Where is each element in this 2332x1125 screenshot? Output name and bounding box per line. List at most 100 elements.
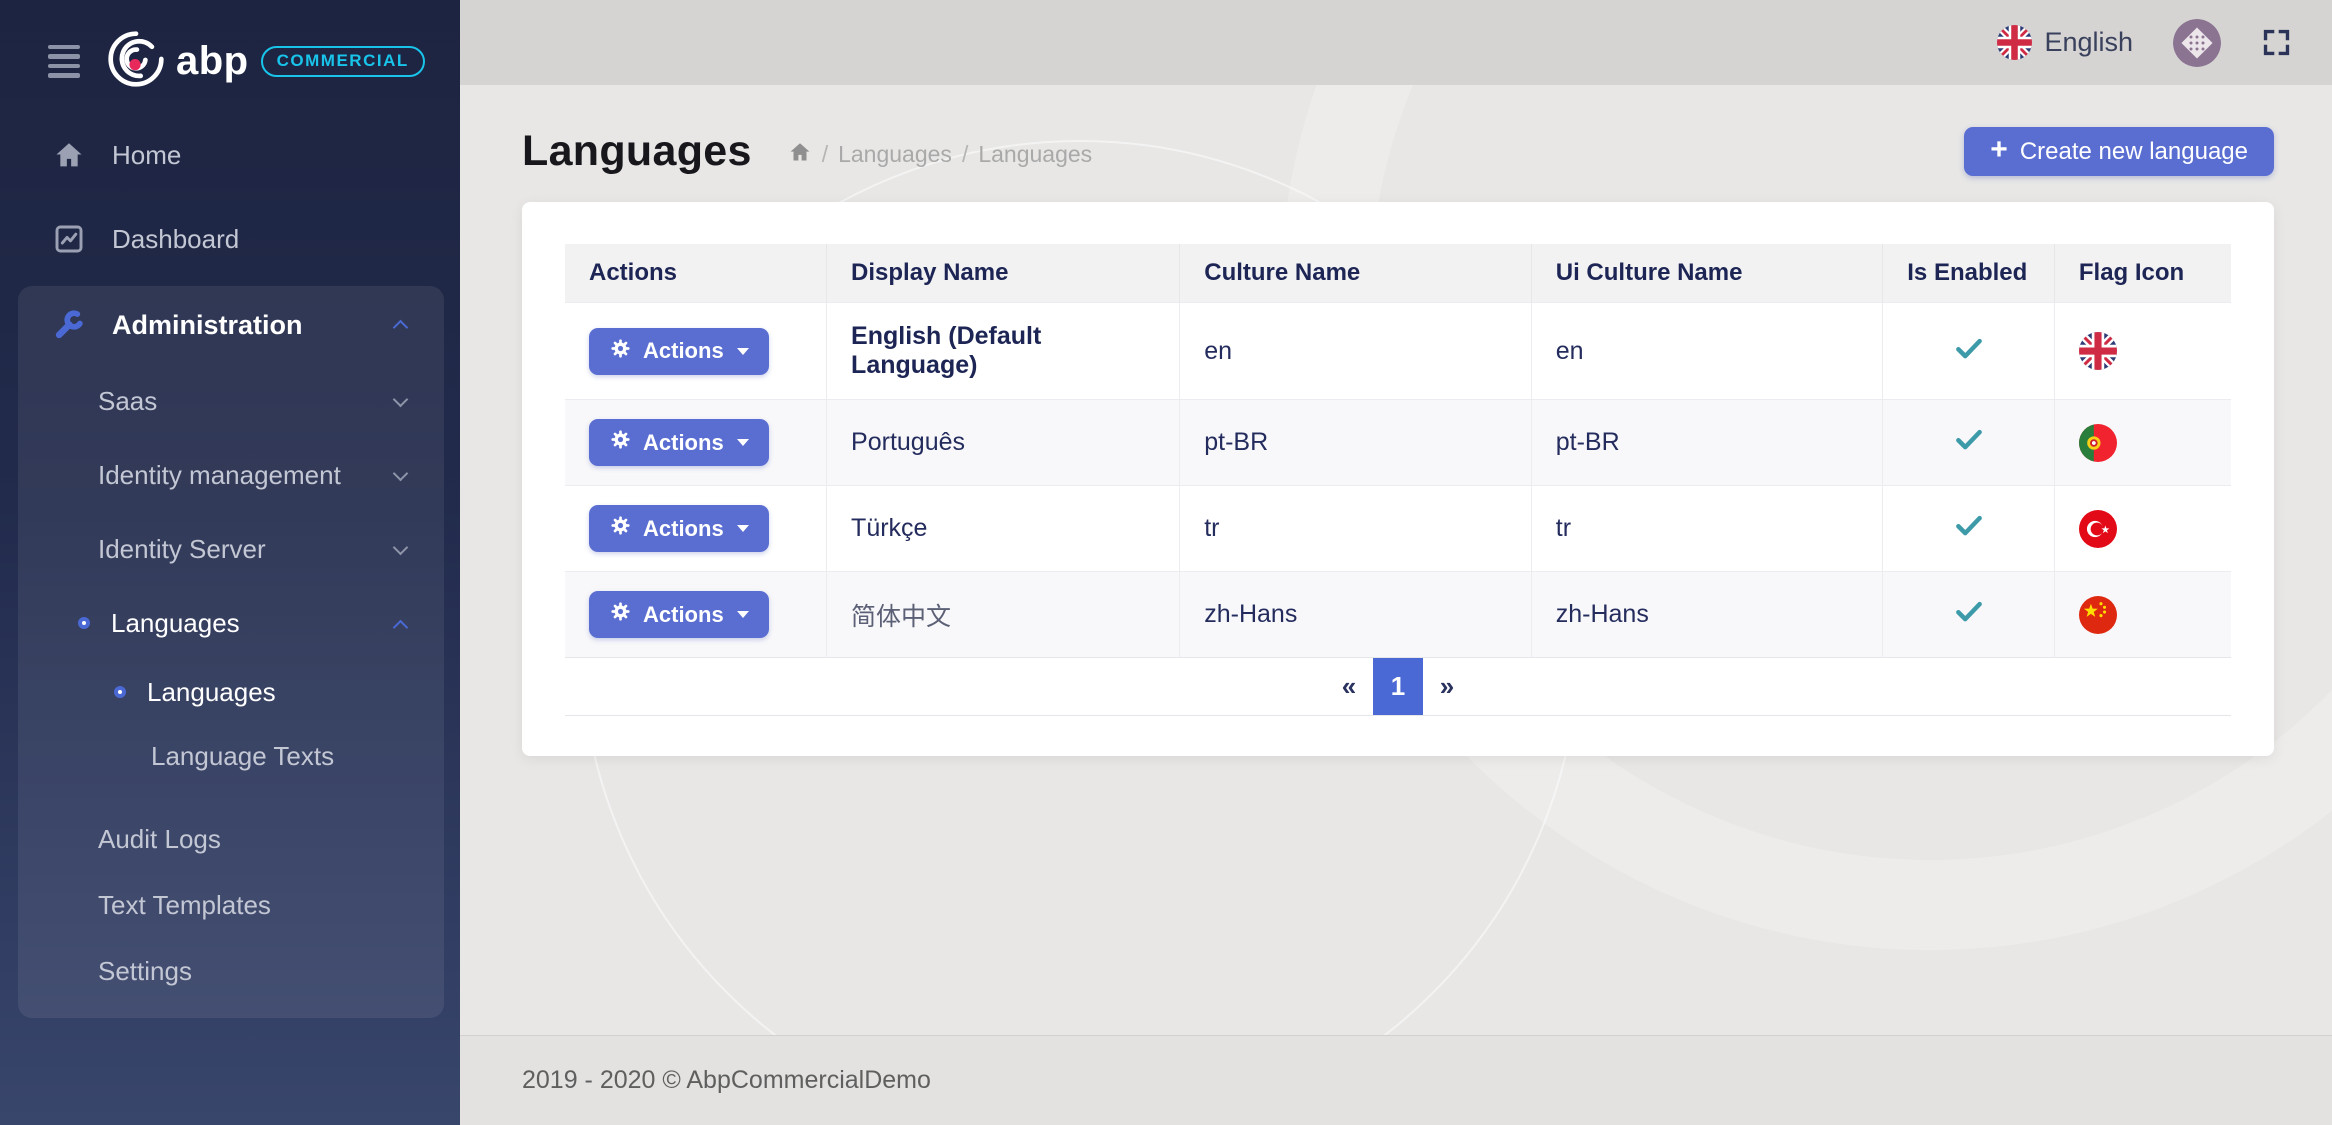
brand-name: abp — [176, 38, 249, 83]
sidebar-item-languages[interactable]: Languages — [18, 586, 444, 660]
cell-display-name: Português — [826, 399, 1181, 486]
table-row: Actions 简体中文 zh-Hans zh-Hans — [565, 571, 2231, 658]
sidebar-item-language-texts[interactable]: Language Texts — [18, 724, 444, 788]
sidebar-header: abp COMMERCIAL — [0, 0, 460, 92]
column-header-actions: Actions — [565, 244, 828, 303]
sidebar-item-label: Identity management — [98, 459, 341, 490]
chevron-down-icon — [392, 465, 409, 482]
current-language-label: English — [2044, 27, 2133, 57]
check-icon — [1954, 429, 1984, 460]
column-header-display-name: Display Name — [826, 244, 1181, 303]
check-icon — [1954, 515, 1984, 546]
create-new-language-button[interactable]: + Create new language — [1964, 127, 2274, 176]
sidebar-item-settings[interactable]: Settings — [18, 938, 444, 1004]
breadcrumb-separator: / — [821, 141, 829, 167]
sidebar-item-audit-logs[interactable]: Audit Logs — [18, 806, 444, 872]
gear-icon — [609, 514, 632, 543]
gear-icon — [609, 337, 632, 366]
home-icon — [52, 139, 86, 171]
pagination-next[interactable]: » — [1439, 671, 1455, 701]
row-actions-button[interactable]: Actions — [589, 505, 769, 552]
sidebar-item-label: Text Templates — [98, 889, 271, 920]
table-header-row: Actions Display Name Culture Name Ui Cul… — [565, 244, 2231, 303]
sidebar-item-label: Home — [112, 139, 182, 170]
hamburger-menu-icon[interactable] — [48, 44, 80, 78]
fullscreen-icon[interactable] — [2261, 27, 2292, 58]
chevron-down-icon — [392, 539, 409, 556]
circle-bullet-icon — [114, 686, 126, 698]
sidebar-item-languages-languages[interactable]: Languages — [18, 660, 444, 724]
sidebar-item-dashboard[interactable]: Dashboard — [0, 202, 460, 276]
sidebar-group-administration: Administration Saas Identity management … — [18, 286, 444, 1018]
sidebar-item-home[interactable]: Home — [0, 118, 460, 192]
sidebar-item-label: Language Texts — [151, 740, 335, 771]
check-icon — [1954, 338, 1984, 369]
breadcrumb-home-icon[interactable] — [788, 140, 812, 170]
topbar: English — [460, 0, 2332, 85]
caret-down-icon — [736, 525, 749, 532]
sidebar-item-label: Languages — [111, 607, 240, 638]
column-header-culture-name: Culture Name — [1179, 244, 1532, 303]
cell-culture-name: tr — [1179, 485, 1532, 572]
actions-button-label: Actions — [643, 515, 724, 541]
cell-display-name: English (Default Language) — [826, 302, 1181, 400]
flag-united-kingdom-icon — [2078, 332, 2207, 370]
breadcrumb-item[interactable]: Languages — [838, 141, 952, 167]
table-row: Actions Português pt-BR pt-BR — [565, 399, 2231, 486]
cell-culture-name: zh-Hans — [1179, 571, 1532, 658]
uk-flag-icon — [1997, 25, 2033, 60]
sidebar-item-identity-server[interactable]: Identity Server — [18, 512, 444, 586]
row-actions-button[interactable]: Actions — [589, 419, 769, 466]
cell-ui-culture-name: en — [1531, 302, 1884, 400]
page-content: Languages / Languages / Languages + Crea… — [460, 85, 2332, 1035]
table-row: Actions Türkçe tr tr — [565, 485, 2231, 572]
caret-down-icon — [736, 347, 749, 355]
sidebar: abp COMMERCIAL Home Dashboard — [0, 0, 460, 1125]
brand-badge: COMMERCIAL — [260, 45, 425, 77]
table-footer-row: « 1 » — [565, 657, 2231, 716]
language-selector[interactable]: English — [1997, 25, 2133, 60]
pagination: « 1 » — [565, 658, 2231, 715]
column-header-flag-icon: Flag Icon — [2054, 244, 2231, 303]
copyright-text: 2019 - 2020 © AbpCommercialDemo — [522, 1066, 931, 1094]
sidebar-item-label: Dashboard — [112, 223, 240, 254]
gear-icon — [609, 428, 632, 457]
row-actions-button[interactable]: Actions — [589, 327, 769, 375]
check-icon — [1954, 601, 1984, 632]
page-title: Languages — [522, 127, 752, 175]
sidebar-menu: Home Dashboard — [0, 118, 460, 1018]
column-header-is-enabled: Is Enabled — [1882, 244, 2055, 303]
flag-portugal-icon — [2078, 423, 2207, 462]
footer: 2019 - 2020 © AbpCommercialDemo — [460, 1035, 2332, 1125]
flag-turkey-icon — [2078, 509, 2207, 548]
main-area: English L — [460, 0, 2332, 1125]
cell-ui-culture-name: tr — [1531, 485, 1884, 572]
pagination-previous[interactable]: « — [1341, 671, 1357, 701]
breadcrumb-separator: / — [961, 141, 969, 167]
sidebar-item-label: Saas — [98, 385, 158, 416]
cell-display-name: 简体中文 — [826, 571, 1181, 658]
chevron-down-icon — [392, 391, 409, 408]
actions-button-label: Actions — [643, 338, 724, 363]
dashboard-chart-icon — [52, 223, 86, 255]
sidebar-item-identity-management[interactable]: Identity management — [18, 438, 444, 512]
cell-ui-culture-name: pt-BR — [1531, 399, 1884, 486]
column-header-ui-culture-name: Ui Culture Name — [1531, 244, 1884, 303]
breadcrumb: / Languages / Languages — [788, 140, 1092, 170]
sidebar-item-text-templates[interactable]: Text Templates — [18, 872, 444, 938]
brand-logo[interactable]: abp COMMERCIAL — [106, 29, 425, 94]
sidebar-item-label: Audit Logs — [98, 823, 221, 854]
flag-china-icon — [2078, 595, 2207, 634]
caret-down-icon — [736, 439, 749, 446]
abp-logo-icon — [106, 29, 166, 94]
circle-bullet-icon — [78, 617, 90, 629]
page-header: Languages / Languages / Languages + Crea… — [522, 127, 2274, 176]
sidebar-item-label: Administration — [112, 309, 303, 340]
sidebar-item-saas[interactable]: Saas — [18, 364, 444, 438]
pagination-page-1[interactable]: 1 — [1373, 658, 1423, 715]
sidebar-item-administration[interactable]: Administration — [18, 286, 444, 364]
table-row: Actions English (Default Language) en en — [565, 302, 2231, 400]
user-avatar[interactable] — [2173, 18, 2221, 67]
row-actions-button[interactable]: Actions — [589, 591, 769, 638]
